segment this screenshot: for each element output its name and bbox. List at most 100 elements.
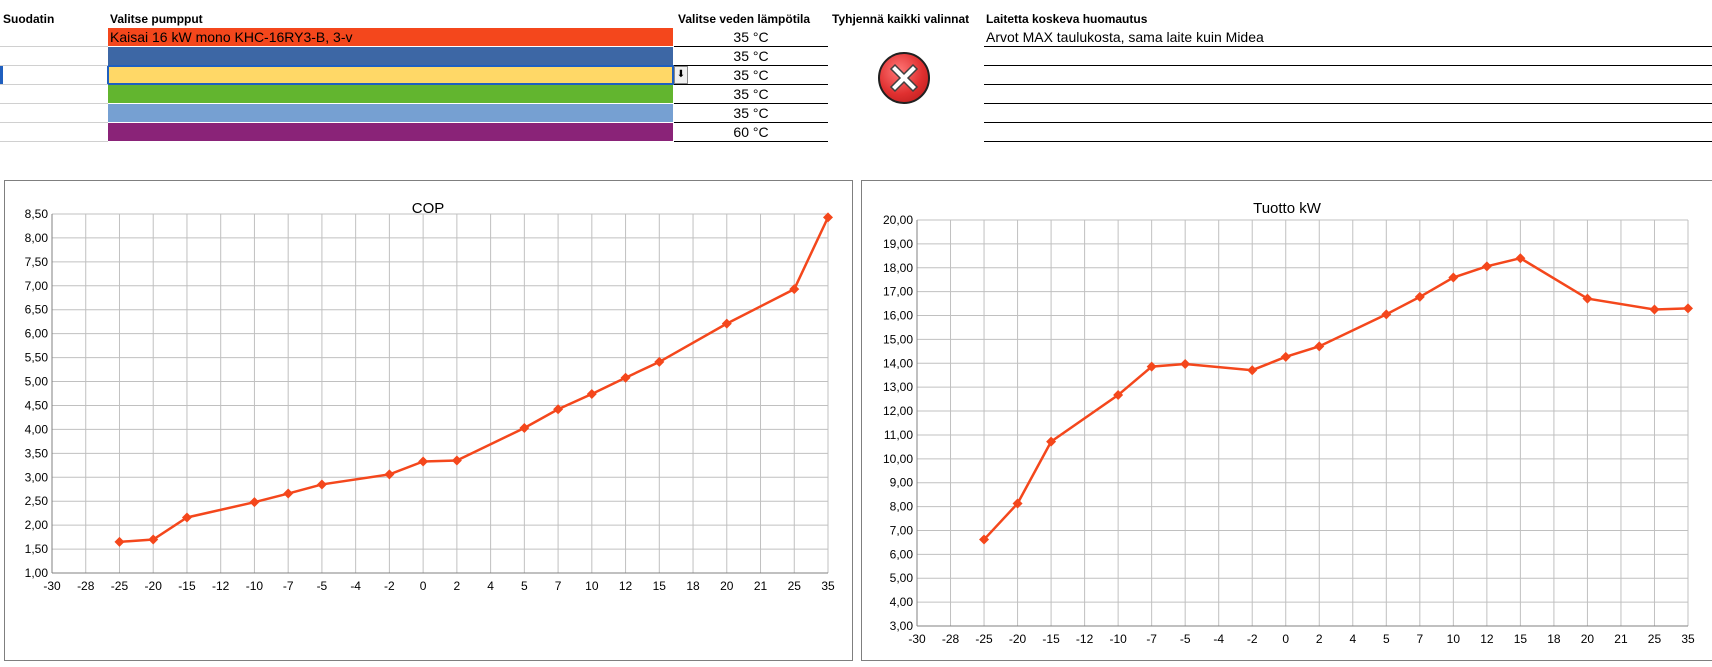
note-cell-2[interactable] bbox=[986, 47, 1710, 65]
data-point-marker bbox=[789, 284, 800, 295]
note-cell-1[interactable]: Arvot MAX taulukosta, sama laite kuin Mi… bbox=[986, 29, 1264, 45]
x-tick-label: -10 bbox=[246, 579, 264, 593]
series-line bbox=[983, 256, 1689, 541]
data-point-marker bbox=[1146, 361, 1157, 372]
note-cell-3[interactable] bbox=[986, 66, 1710, 84]
y-tick-label: 6,00 bbox=[890, 547, 914, 561]
data-point-marker bbox=[654, 356, 665, 367]
data-point-marker bbox=[586, 388, 597, 399]
y-tick-label: 9,00 bbox=[890, 476, 914, 490]
y-tick-label: 19,00 bbox=[883, 237, 913, 251]
temp-row-divider bbox=[674, 84, 828, 85]
row-divider bbox=[0, 141, 108, 142]
x-tick-label: 25 bbox=[1648, 632, 1662, 646]
y-tick-label: 13,00 bbox=[883, 380, 913, 394]
x-tick-label: 7 bbox=[555, 579, 562, 593]
data-point-marker bbox=[1012, 498, 1023, 509]
y-tick-label: 2,00 bbox=[25, 518, 49, 532]
y-tick-label: 6,50 bbox=[25, 303, 49, 317]
header-clear-all: Tyhjennä kaikki valinnat bbox=[832, 12, 970, 26]
x-tick-label: 4 bbox=[1349, 632, 1356, 646]
note-cell-5[interactable] bbox=[986, 104, 1710, 122]
pump-select-4[interactable] bbox=[108, 85, 673, 103]
x-tick-label: 5 bbox=[521, 579, 528, 593]
temp-select-5[interactable]: 35 °C bbox=[733, 105, 769, 121]
x-tick-label: 12 bbox=[619, 579, 633, 593]
y-tick-label: 20,00 bbox=[883, 213, 913, 227]
temp-row-divider bbox=[674, 46, 828, 47]
x-tick-label: -7 bbox=[283, 579, 294, 593]
data-point-marker bbox=[1314, 341, 1325, 352]
x-tick-label: 15 bbox=[1514, 632, 1528, 646]
x-tick-label: -15 bbox=[1042, 632, 1060, 646]
y-tick-label: 12,00 bbox=[883, 404, 913, 418]
data-point-marker bbox=[418, 456, 429, 467]
y-tick-label: 11,00 bbox=[884, 428, 913, 442]
y-tick-label: 10,00 bbox=[883, 452, 913, 466]
x-tick-label: 20 bbox=[720, 579, 734, 593]
header-filter: Suodatin bbox=[3, 12, 55, 26]
temp-select-4[interactable]: 35 °C bbox=[733, 86, 769, 102]
x-tick-label: 35 bbox=[1681, 632, 1695, 646]
x-tick-label: -2 bbox=[1247, 632, 1258, 646]
data-point-marker bbox=[1448, 272, 1459, 283]
row-divider bbox=[0, 65, 108, 66]
pump-select-2[interactable] bbox=[108, 47, 673, 65]
data-point-marker bbox=[1582, 293, 1593, 304]
temp-row-divider bbox=[674, 141, 828, 142]
y-tick-label: 8,50 bbox=[25, 207, 49, 221]
pump-select-5[interactable] bbox=[108, 104, 673, 122]
data-point-marker bbox=[1247, 365, 1258, 376]
note-cell-6[interactable] bbox=[986, 123, 1710, 141]
data-point-marker bbox=[384, 469, 395, 480]
y-tick-label: 8,00 bbox=[890, 500, 914, 514]
data-point-marker bbox=[451, 455, 462, 466]
y-tick-label: 7,00 bbox=[890, 523, 914, 537]
grid-layer: 1,00 1,50 2,00 2,50 3,00 3,50 4,00 4,50 5,00 5,50… bbox=[25, 207, 835, 593]
temp-row-divider bbox=[674, 65, 828, 66]
temp-row-divider bbox=[674, 103, 828, 104]
cop-chart-svg: COP 1,00 1,50 2,00 2,50 3,00 3,50 4,00 4,50 5,00… bbox=[25, 200, 835, 593]
data-point-marker bbox=[721, 318, 732, 329]
y-tick-label: 18,00 bbox=[883, 261, 913, 275]
y-tick-label: 15,00 bbox=[883, 332, 913, 346]
chart-title: COP bbox=[412, 200, 445, 217]
y-tick-label: 4,00 bbox=[25, 422, 49, 436]
data-point-marker bbox=[181, 512, 192, 523]
y-tick-label: 1,50 bbox=[25, 542, 49, 556]
x-tick-label: -25 bbox=[975, 632, 993, 646]
data-point-marker bbox=[1046, 436, 1057, 447]
x-tick-label: 0 bbox=[420, 579, 427, 593]
temp-select-3[interactable]: 35 °C bbox=[733, 67, 769, 83]
x-tick-label: -25 bbox=[111, 579, 129, 593]
x-tick-label: -28 bbox=[942, 632, 960, 646]
x-tick-label: -12 bbox=[1076, 632, 1094, 646]
x-tick-label: -12 bbox=[212, 579, 230, 593]
data-point-marker bbox=[1180, 359, 1191, 370]
x-tick-label: -7 bbox=[1146, 632, 1157, 646]
pump-select-6[interactable] bbox=[108, 123, 673, 141]
x-tick-label: -4 bbox=[1213, 632, 1224, 646]
x-tick-label: -28 bbox=[77, 579, 95, 593]
x-tick-label: 15 bbox=[653, 579, 667, 593]
y-tick-label: 4,50 bbox=[25, 398, 49, 412]
y-tick-label: 3,50 bbox=[25, 446, 49, 460]
dropdown-arrow-icon[interactable]: ⬇ bbox=[674, 66, 688, 84]
x-tick-label: 12 bbox=[1480, 632, 1494, 646]
data-point-marker bbox=[1481, 261, 1492, 272]
clear-all-button[interactable] bbox=[878, 52, 930, 104]
x-tick-label: 21 bbox=[754, 579, 768, 593]
temp-select-2[interactable]: 35 °C bbox=[733, 48, 769, 64]
note-cell-4[interactable] bbox=[986, 85, 1710, 103]
y-tick-label: 7,50 bbox=[25, 255, 49, 269]
row-divider bbox=[0, 122, 108, 123]
pump-select-3[interactable] bbox=[107, 65, 674, 85]
x-tick-label: 10 bbox=[585, 579, 599, 593]
temp-select-6[interactable]: 60 °C bbox=[733, 124, 769, 140]
data-point-marker bbox=[316, 479, 327, 490]
x-tick-label: 35 bbox=[821, 579, 835, 593]
data-point-marker bbox=[1649, 304, 1660, 315]
pump-select-1[interactable]: Kaisai 16 kW mono KHC-16RY3-B, 3-v bbox=[108, 28, 673, 46]
temp-select-1[interactable]: 35 °C bbox=[733, 29, 769, 45]
y-tick-label: 7,00 bbox=[25, 279, 49, 293]
